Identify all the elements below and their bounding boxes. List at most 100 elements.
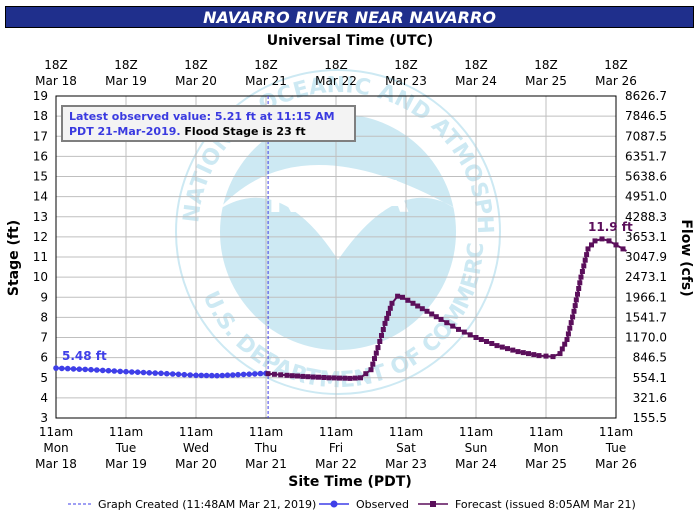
forecast-point [543, 353, 549, 359]
legend-forecast: Forecast (issued 8:05AM Mar 21) [455, 498, 636, 511]
x-tick-date: Mar 18 [35, 457, 77, 471]
grid [55, 95, 617, 419]
top-tick-z: 18Z [114, 58, 138, 72]
top-tick-date: Mar 18 [35, 74, 77, 88]
forecast-point [379, 333, 384, 338]
observed-point [59, 365, 65, 372]
forecast-point [352, 375, 358, 381]
forecast-point [478, 337, 484, 342]
y-left-label: Stage (ft) [6, 220, 22, 296]
x-tick-date: Mar 24 [455, 457, 497, 471]
y-left-tick-label: 12 [33, 230, 48, 244]
forecast-point [613, 242, 619, 248]
forecast-point [570, 314, 576, 320]
note-flood-stage: Flood Stage is 23 ft [184, 125, 306, 138]
forecast-point [573, 297, 579, 303]
y-right-tick-label: 1966.1 [625, 290, 667, 304]
forecast-point [326, 375, 332, 381]
top-tick-z: 18Z [44, 58, 68, 72]
observed-point [152, 370, 158, 376]
y-right-tick-label: 2473.1 [625, 270, 667, 284]
forecast-point [582, 257, 588, 263]
top-tick-z: 18Z [184, 58, 208, 72]
top-tick-date: Mar 19 [105, 74, 147, 88]
forecast-point [531, 352, 537, 358]
top-axis-title: Universal Time (UTC) [267, 33, 433, 49]
observed-point [111, 368, 118, 374]
forecast-point [599, 236, 605, 242]
forecast-point [592, 238, 598, 244]
observed-point [198, 372, 205, 379]
forecast-point [284, 372, 290, 378]
top-tick-z: 18Z [254, 58, 278, 72]
top-tick-z: 18Z [604, 58, 628, 72]
observed-point [187, 372, 193, 378]
top-tick-date: Mar 26 [595, 74, 637, 88]
x-tick-date: Mar 26 [595, 457, 637, 471]
forecast-point [419, 306, 425, 312]
y-right-label: Flow (cfs) [678, 219, 694, 296]
forecast-point [585, 246, 591, 252]
y-left-tick-label: 6 [40, 351, 48, 365]
forecast-point [382, 320, 388, 326]
forecast-point [606, 238, 612, 244]
y-right-tick-label: 554.1 [633, 371, 667, 385]
observed-point [252, 371, 258, 377]
left-axis-ticks: 3 4 5 6 7 8 9 10 11 12 13 14 15 16 17 18 19 [33, 89, 48, 425]
y-right-tick-label: 6351.7 [625, 149, 667, 163]
observed-point [246, 371, 252, 378]
forecast-point [405, 297, 411, 303]
forecast-point [444, 320, 450, 326]
right-axis-ticks: 155.5 321.6 554.1 846.5 1170.0 1541.7 1966.1 24… [625, 89, 667, 425]
observed-point [181, 371, 188, 378]
x-tick-date: Mar 25 [525, 457, 567, 471]
forecast-point [526, 351, 531, 357]
legend-created: Graph Created (11:48AM Mar 21, 2019) [98, 498, 316, 511]
observed-point [164, 370, 170, 377]
observed-point [240, 371, 247, 378]
observed-point [235, 371, 241, 378]
forecast-point [429, 311, 435, 317]
forecast-point [380, 327, 386, 332]
forecast-point [571, 308, 577, 314]
forecast-point [620, 246, 626, 252]
x-tick-day: Sun [465, 441, 488, 455]
top-tick-date: Mar 20 [175, 74, 217, 88]
x-tick-time: 11am [319, 425, 353, 439]
observed-point [146, 370, 153, 376]
forecast-point [581, 263, 587, 269]
forecast-point [395, 293, 401, 299]
forecast-point [370, 361, 376, 367]
observed-point [117, 368, 123, 375]
observed-point [76, 366, 83, 373]
forecast-point [565, 331, 571, 337]
forecast-point [337, 375, 342, 381]
observed-point [88, 366, 94, 373]
observed-point [209, 372, 215, 379]
forecast-point [510, 347, 516, 353]
observed-point [94, 367, 100, 373]
forecast-point [461, 329, 467, 335]
y-right-tick-label: 321.6 [633, 391, 667, 405]
note-line1: Latest observed value: 5.21 ft at 11:15 … [69, 110, 335, 123]
y-left-tick-label: 8 [40, 310, 48, 324]
y-left-tick-label: 11 [33, 250, 48, 264]
y-left-tick-label: 14 [33, 190, 48, 204]
x-tick-time: 11am [109, 425, 143, 439]
observed-point [193, 372, 199, 379]
forecast-point [386, 310, 391, 316]
top-tick-date: Mar 25 [525, 74, 567, 88]
observed-point [203, 372, 210, 379]
forecast-point [410, 300, 416, 306]
observed-point [123, 368, 129, 375]
data-label: 5.48 ft [62, 349, 107, 363]
top-tick-date: Mar 21 [245, 74, 287, 88]
observed-point [134, 369, 141, 376]
y-left-tick-label: 5 [40, 371, 48, 385]
note-date: PDT 21-Mar-2019. [69, 125, 181, 138]
forecast-point [375, 345, 381, 351]
note-line2: PDT 21-Mar-2019. Flood Stage is 23 ft [69, 124, 348, 139]
forecast-point [271, 371, 277, 377]
observed-point [99, 367, 106, 374]
